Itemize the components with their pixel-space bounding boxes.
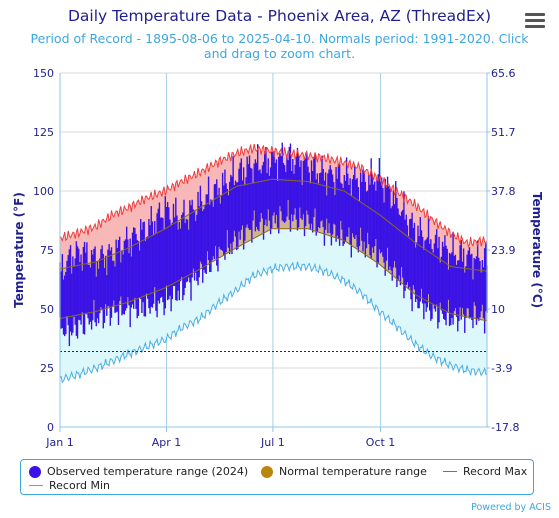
y-tick-label-left: 150 [33,67,54,80]
legend-record-max-label: Record Max [463,465,528,478]
powered-by-credit[interactable]: Powered by ACIS [471,502,551,513]
y-tick-label-right: 37.8 [491,185,516,198]
x-tick-label: Jul 1 [260,436,285,449]
y-tick-label-left: 50 [40,303,54,316]
hamburger-menu-icon[interactable] [525,13,545,31]
legend-normal-label: Normal temperature range [279,465,427,478]
record-max-line [59,143,488,249]
x-tick-label: Apr 1 [152,436,182,449]
legend-observed-marker [29,465,41,478]
y-axis-label-left: Temperature (°F) [12,192,26,308]
y-axis-label-right: Temperature (°C) [530,192,544,308]
series-lines [59,143,488,384]
y-tick-label-right: 65.6 [491,67,516,80]
y-tick-label-right: 51.7 [491,126,516,139]
y-tick-label-left: 75 [40,244,54,257]
normal-low-line [59,228,488,322]
observed-bars [59,142,488,347]
y-tick-label-left: 125 [33,126,54,139]
legend-item-observed[interactable]: Observed temperature range (2024) [29,465,248,478]
y-tick-label-right: -17.8 [491,421,519,434]
chart-title: Daily Temperature Data - Phoenix Area, A… [67,7,492,25]
x-tick-label: Jan 1 [45,436,73,449]
legend-observed-label: Observed temperature range (2024) [47,465,249,478]
normal-high-line [59,178,488,272]
legend-normal-marker [261,465,273,478]
legend-record-max-marker [443,471,457,472]
record-min-area [60,228,487,383]
legend-item-record-max[interactable]: Record Max [443,465,527,478]
record-min-line [59,261,488,384]
legend-item-normal[interactable]: Normal temperature range [261,465,427,478]
y-tick-label-right: -3.9 [491,362,512,375]
legend-item-record-min[interactable]: Record Min [29,479,110,492]
x-tick-label: Oct 1 [366,436,396,449]
y-tick-label-right: 23.9 [491,244,516,257]
chart-legend: Observed temperature range (2024) Normal… [20,459,534,495]
y-tick-label-right: 10 [491,303,505,316]
y-tick-label-left: 25 [40,362,54,375]
y-tick-label-left: 100 [33,185,54,198]
chart-subtitle: Period of Record - 1895-08-06 to 2025-04… [30,31,529,61]
axes: 0 -17.8 25 -3.9 50 10 75 23.9 100 37.8 125 51.7 150 6… [33,67,519,449]
y-tick-label-left: 0 [47,421,54,434]
legend-record-min-marker [29,485,43,486]
legend-record-min-label: Record Min [49,479,111,492]
